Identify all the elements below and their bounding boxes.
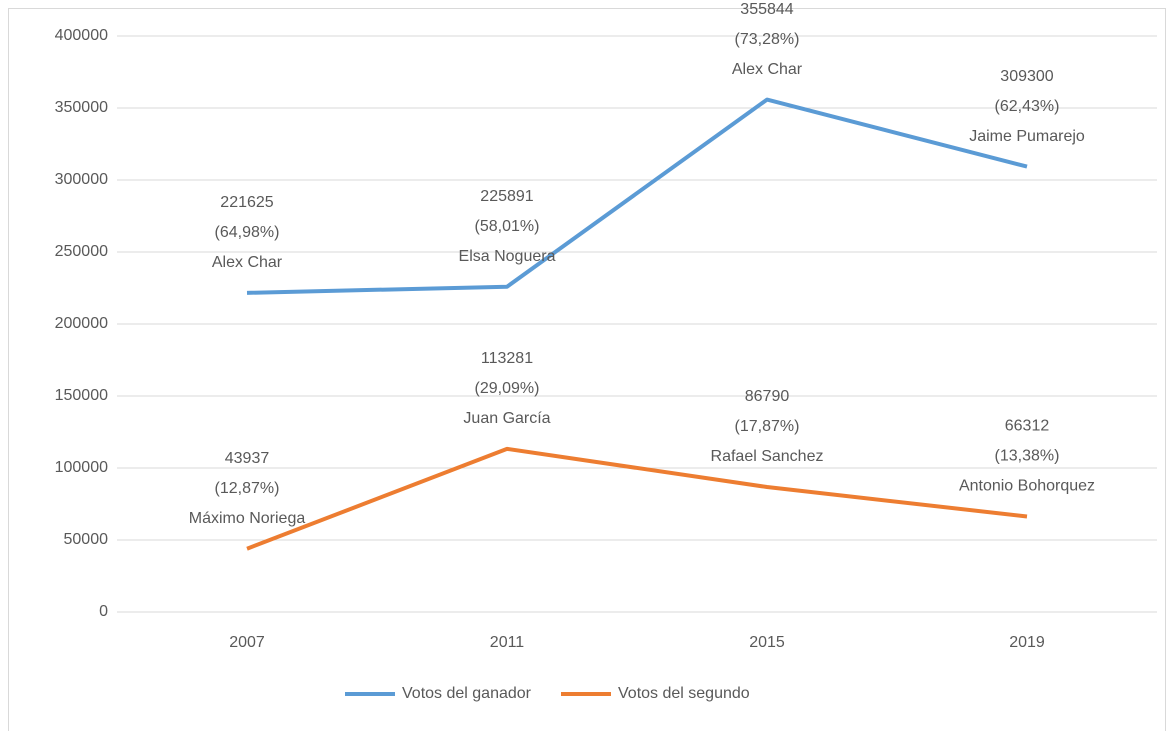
y-tick-label: 350000 — [55, 99, 108, 116]
data-label: 66312 — [1005, 418, 1050, 435]
x-tick-label: 2019 — [1009, 634, 1045, 651]
y-tick-label: 50000 — [64, 531, 109, 548]
data-label: 43937 — [225, 450, 270, 467]
data-label: Alex Char — [212, 254, 283, 271]
data-label: (58,01%) — [475, 218, 540, 235]
x-tick-label: 2011 — [490, 634, 525, 651]
data-label: (62,43%) — [995, 98, 1060, 115]
data-label: Antonio Bohorquez — [959, 478, 1095, 495]
x-tick-label: 2007 — [229, 634, 265, 651]
data-label: 225891 — [480, 188, 533, 205]
data-label: Jaime Pumarejo — [969, 128, 1085, 145]
y-tick-label: 0 — [99, 603, 108, 620]
y-tick-label: 100000 — [55, 459, 108, 476]
data-label: 309300 — [1000, 68, 1053, 85]
y-tick-label: 300000 — [55, 171, 108, 188]
data-label: (17,87%) — [735, 418, 800, 435]
series-line — [246, 446, 1028, 551]
y-tick-label: 400000 — [55, 27, 108, 44]
data-label: (64,98%) — [215, 224, 280, 241]
y-tick-label: 250000 — [55, 243, 108, 260]
data-label: Juan García — [463, 410, 550, 427]
data-label: Alex Char — [732, 61, 803, 78]
data-label: 86790 — [745, 388, 790, 405]
data-label: Máximo Noriega — [189, 510, 306, 527]
legend-label: Votos del ganador — [402, 685, 532, 702]
data-label: Rafael Sanchez — [711, 448, 824, 465]
data-label: (12,87%) — [215, 480, 280, 497]
y-tick-label: 150000 — [55, 387, 108, 404]
data-label: (13,38%) — [995, 448, 1060, 465]
data-label: (73,28%) — [735, 31, 800, 48]
data-label: 221625 — [220, 194, 273, 211]
legend-label: Votos del segundo — [618, 685, 750, 702]
data-label: Elsa Noguera — [459, 248, 556, 265]
x-tick-label: 2015 — [749, 634, 785, 651]
data-label: 355844 — [740, 1, 793, 18]
data-label: (29,09%) — [475, 380, 540, 397]
chart-frame — [8, 8, 1166, 736]
y-tick-label: 200000 — [55, 315, 108, 332]
data-label: 113281 — [481, 350, 533, 367]
series-line — [246, 97, 1028, 295]
